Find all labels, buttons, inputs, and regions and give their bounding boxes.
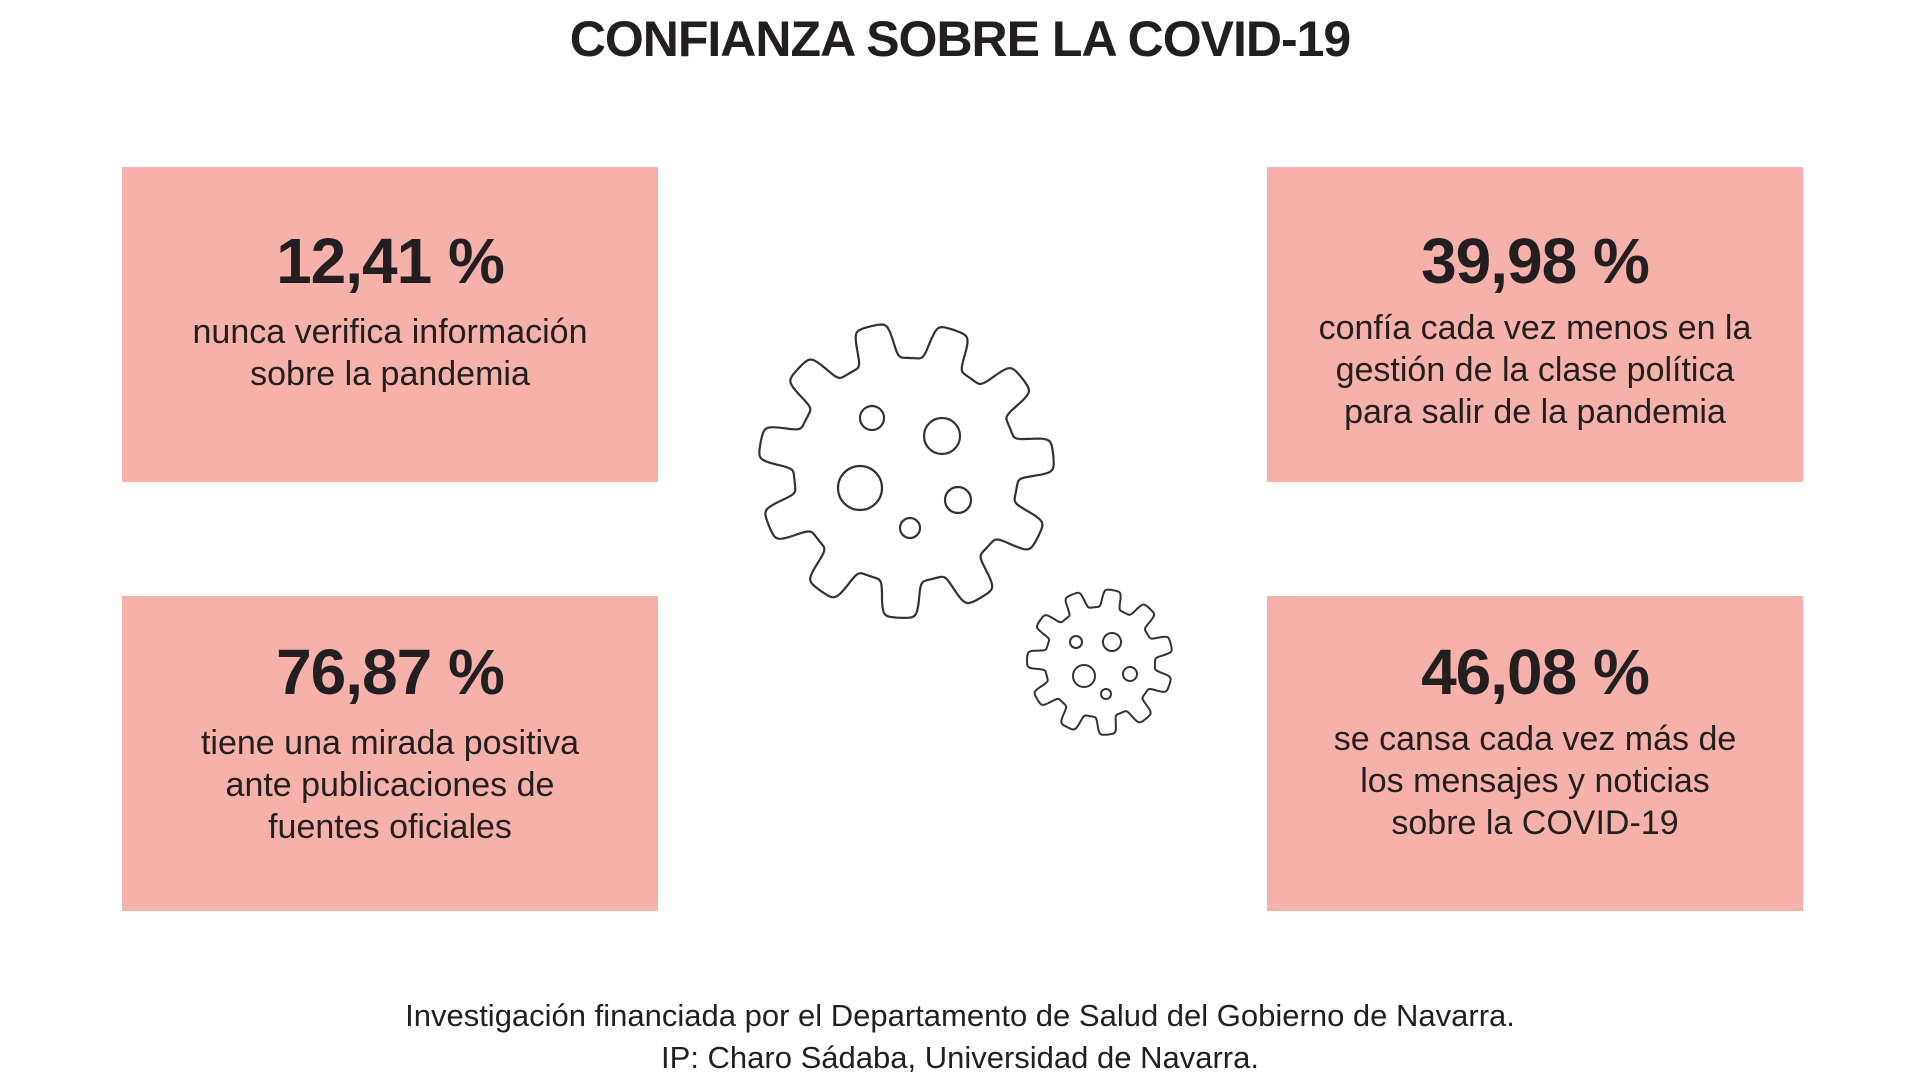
desc-line: tiene una mirada positiva — [200, 724, 579, 762]
desc-line: los mensajes y noticias — [1360, 762, 1710, 800]
stat-description: confía cada vez menos en la gestión de l… — [1267, 307, 1803, 433]
footer-funding: Investigación financiada por el Departam… — [405, 998, 1515, 1033]
stat-card-cansancio: 46,08 % se cansa cada vez más de los men… — [1267, 596, 1803, 911]
stat-card-verifica: 12,41 % nunca verifica información sobre… — [122, 167, 658, 482]
desc-line: gestión de la clase política — [1335, 351, 1735, 389]
footer-credits: Investigación financiada por el Departam… — [0, 995, 1920, 1079]
virus-dot — [922, 416, 962, 456]
stat-description: nunca verifica información sobre la pand… — [122, 311, 658, 395]
virus-dot — [898, 516, 922, 540]
desc-line: se cansa cada vez más de — [1333, 720, 1737, 758]
virus-dot — [1100, 688, 1112, 700]
desc-line: nunca verifica información — [192, 313, 588, 351]
virus-dot — [858, 404, 886, 432]
stat-card-clase-politica: 39,98 % confía cada vez menos en la gest… — [1267, 167, 1803, 482]
desc-line: sobre la pandemia — [250, 355, 530, 393]
footer-ip: IP: Charo Sádaba, Universidad de Navarra… — [661, 1040, 1259, 1075]
stat-card-fuentes-oficiales: 76,87 % tiene una mirada positiva ante p… — [122, 596, 658, 911]
page-title: CONFIANZA SOBRE LA COVID-19 — [569, 11, 1351, 67]
stat-value: 76,87 % — [276, 636, 505, 708]
virus-dot — [1069, 635, 1083, 649]
virus-dot — [836, 464, 884, 512]
virus-dot — [1072, 664, 1096, 688]
desc-line: ante publicaciones de — [225, 766, 555, 804]
stat-description: tiene una mirada positiva ante publicaci… — [122, 722, 658, 848]
stat-value: 39,98 % — [1421, 225, 1650, 297]
desc-line: para salir de la pandemia — [1344, 393, 1726, 431]
virus-dot — [943, 485, 973, 515]
desc-line: confía cada vez menos en la — [1318, 309, 1752, 347]
stat-value: 46,08 % — [1421, 636, 1650, 708]
virus-icon-small — [1026, 588, 1173, 736]
desc-line: fuentes oficiales — [268, 808, 512, 846]
stat-description: se cansa cada vez más de los mensajes y … — [1267, 718, 1803, 844]
virus-outline — [1026, 588, 1173, 736]
virus-outline — [758, 323, 1055, 619]
virus-dot — [1102, 632, 1122, 652]
stat-value: 12,41 % — [276, 225, 505, 297]
desc-line: sobre la COVID-19 — [1391, 804, 1679, 842]
virus-dot — [1122, 666, 1138, 682]
virus-icon-large — [758, 323, 1055, 619]
